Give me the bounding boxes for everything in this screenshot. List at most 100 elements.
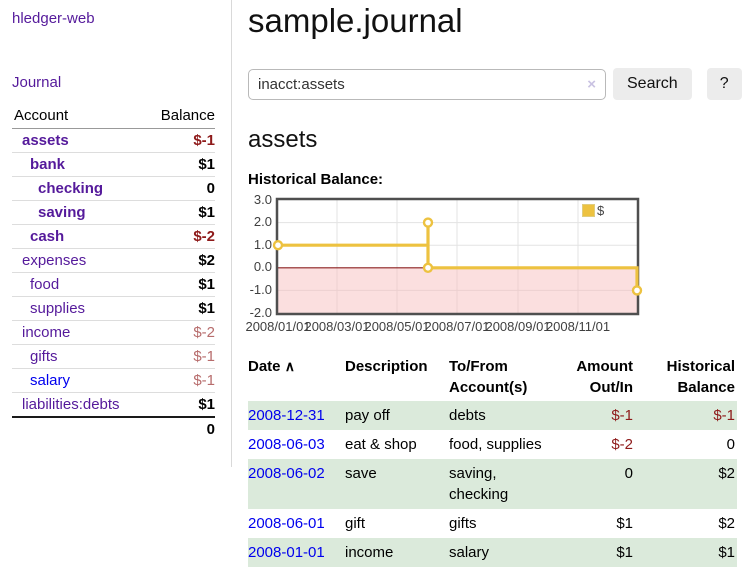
- account-row: gifts $-1: [12, 344, 215, 369]
- brand-link[interactable]: hledger-web: [12, 10, 95, 27]
- transaction-description: eat & shop: [345, 436, 417, 453]
- search-button[interactable]: Search: [613, 68, 692, 100]
- x-tick: 2008/11/01: [545, 319, 611, 334]
- data-point: [272, 240, 284, 251]
- transaction-date-link[interactable]: 2008-06-03: [248, 436, 325, 453]
- account-link-bank[interactable]: bank: [30, 156, 66, 173]
- transaction-row: 2008-06-03 eat & shop food, supplies $-2…: [248, 430, 737, 459]
- transaction-row: 2008-01-01 income salary $1 $1: [248, 538, 737, 567]
- account-link-saving[interactable]: saving: [38, 204, 86, 221]
- account-heading: assets: [248, 126, 318, 153]
- transaction-accounts: gifts: [449, 515, 477, 532]
- search-form: × Search ?: [248, 68, 742, 100]
- data-point: [422, 262, 434, 274]
- transaction-description: income: [345, 544, 394, 561]
- account-link-income[interactable]: income: [22, 324, 71, 341]
- register-table: Date ∧ Description To/From Account(s) Am…: [248, 354, 737, 567]
- x-tick: 2008/05/01: [364, 319, 430, 334]
- transaction-amount: $1: [616, 544, 633, 561]
- account-link-liabilities-debts[interactable]: liabilities:debts: [22, 396, 120, 413]
- transaction-row: 2008-06-02 save saving, checking 0 $2: [248, 459, 737, 509]
- account-row: expenses $2: [12, 248, 215, 273]
- accounts-header-account: Account: [12, 104, 146, 129]
- accounts-header-row: Account Balance: [12, 104, 215, 129]
- transaction-date-link[interactable]: 2008-06-01: [248, 515, 325, 532]
- transaction-date-link[interactable]: 2008-06-02: [248, 465, 325, 482]
- x-tick: 2008/07/01: [424, 319, 490, 334]
- account-balance: $-2: [145, 224, 215, 249]
- transaction-description: pay off: [345, 407, 390, 424]
- legend-label: $: [597, 203, 605, 218]
- chart-legend: $: [582, 203, 604, 218]
- account-balance: $1: [145, 272, 215, 297]
- account-link-salary[interactable]: salary: [30, 372, 71, 389]
- transaction-balance: $1: [718, 544, 735, 561]
- account-row: food $1: [12, 272, 215, 297]
- sidebar: hledger-web Journal Account Balance asse…: [0, 0, 232, 467]
- chart-heading: Historical Balance:: [248, 171, 384, 188]
- account-row: supplies $1: [12, 296, 215, 321]
- transaction-accounts: food, supplies: [449, 436, 542, 453]
- transaction-date-link[interactable]: 2008-12-31: [248, 407, 325, 424]
- transaction-accounts: debts: [449, 407, 486, 424]
- account-link-supplies[interactable]: supplies: [30, 300, 86, 317]
- help-button[interactable]: ?: [706, 68, 742, 100]
- account-link-expenses[interactable]: expenses: [22, 252, 87, 269]
- main-content: sample.journal × Search ? assets Histori…: [232, 0, 742, 567]
- account-row: cash $-2: [12, 224, 215, 249]
- account-row: checking 0: [12, 176, 215, 201]
- column-header-balance: Historical Balance: [666, 358, 735, 396]
- x-tick: 2008/03/01: [304, 319, 370, 334]
- sidebar-item-journal[interactable]: Journal: [12, 74, 62, 91]
- transaction-amount: $-1: [611, 407, 633, 424]
- account-row: saving $1: [12, 200, 215, 225]
- account-row: assets $-1: [12, 128, 215, 153]
- transaction-balance: $-1: [713, 407, 735, 424]
- clear-search-icon[interactable]: ×: [587, 75, 596, 93]
- sort-ascending-icon: ∧: [284, 358, 295, 374]
- plot-area: [272, 197, 643, 316]
- search-input[interactable]: [248, 68, 606, 100]
- account-link-gifts[interactable]: gifts: [30, 348, 58, 365]
- account-row: liabilities:debts $1: [12, 392, 215, 417]
- transaction-amount: $-2: [611, 436, 633, 453]
- column-header-description: Description: [345, 358, 428, 375]
- transaction-row: 2008-06-01 gift gifts $1 $2: [248, 509, 737, 538]
- transaction-date-link[interactable]: 2008-01-01: [248, 544, 325, 561]
- x-tick: 2008/01/01: [245, 319, 311, 334]
- transaction-amount: 0: [624, 465, 633, 482]
- transaction-row: 2008-12-31 pay off debts $-1 $-1: [248, 401, 737, 430]
- account-row: bank $1: [12, 152, 215, 177]
- data-point: [422, 217, 434, 228]
- column-header-date[interactable]: Date ∧: [248, 354, 345, 401]
- account-balance: $1: [145, 392, 215, 417]
- account-balance: $1: [145, 296, 215, 321]
- register-header-row: Date ∧ Description To/From Account(s) Am…: [248, 354, 737, 401]
- account-balance: $-1: [145, 344, 215, 369]
- page-title: sample.journal: [248, 2, 463, 39]
- account-balance: $-1: [145, 368, 215, 393]
- y-tick: -1.0: [249, 282, 272, 297]
- account-row: salary $-1: [12, 368, 215, 393]
- transaction-description: gift: [345, 515, 366, 532]
- data-point: [631, 285, 643, 296]
- legend-swatch-icon: [582, 204, 595, 217]
- account-row: income $-2: [12, 320, 215, 345]
- app-layout: hledger-web Journal Account Balance asse…: [0, 0, 742, 567]
- account-link-food[interactable]: food: [30, 276, 60, 293]
- balance-line: [278, 222, 639, 291]
- account-balance: $-2: [145, 320, 215, 345]
- column-header-amount: Amount Out/In: [576, 358, 633, 396]
- date-header-label: Date: [248, 358, 281, 375]
- transaction-amount: $1: [616, 515, 633, 532]
- y-tick: 0.0: [253, 259, 272, 274]
- accounts-total-row: 0: [12, 416, 215, 441]
- column-header-accounts: To/From Account(s): [449, 358, 528, 396]
- transaction-description: save: [345, 465, 377, 482]
- y-tick: -2.0: [249, 305, 272, 320]
- account-link-assets[interactable]: assets: [22, 132, 69, 149]
- account-link-cash[interactable]: cash: [30, 228, 65, 245]
- account-link-checking[interactable]: checking: [38, 180, 104, 197]
- accounts-header-balance: Balance: [145, 104, 215, 129]
- y-tick: 2.0: [253, 214, 272, 229]
